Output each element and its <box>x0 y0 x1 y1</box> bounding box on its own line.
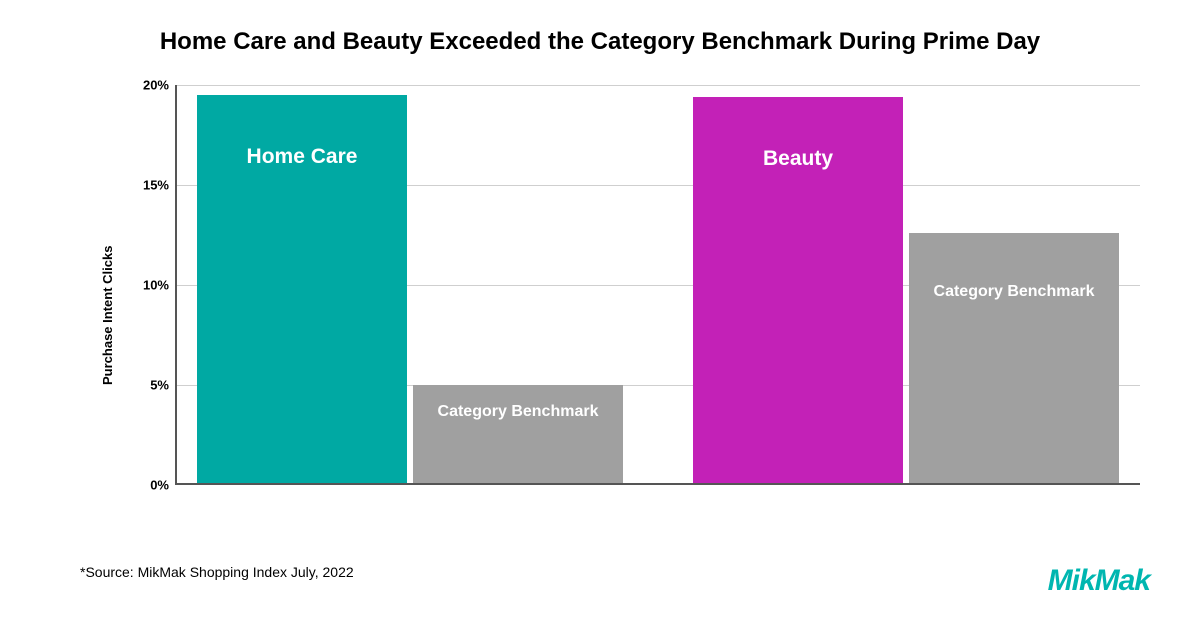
bar: Home Care <box>197 95 407 483</box>
y-tick-label: 0% <box>150 478 169 493</box>
gridline <box>177 85 1140 86</box>
chart-container: Home Care and Beauty Exceeded the Catego… <box>0 0 1200 628</box>
bar: Beauty <box>693 97 903 483</box>
y-tick-label: 10% <box>143 278 169 293</box>
bar-label: Category Benchmark <box>909 283 1119 301</box>
bar-label: Category Benchmark <box>413 403 623 421</box>
chart-area: Purchase Intent Clicks 0%5%10%15%20%Home… <box>130 85 1140 505</box>
y-tick-label: 5% <box>150 378 169 393</box>
y-axis-label: Purchase Intent Clicks <box>100 246 115 385</box>
y-tick-label: 20% <box>143 78 169 93</box>
source-note: *Source: MikMak Shopping Index July, 202… <box>80 564 354 580</box>
bar: Category Benchmark <box>413 385 623 483</box>
brand-logo: MikMak <box>1048 564 1150 598</box>
bar-label: Beauty <box>693 147 903 171</box>
bar-label: Home Care <box>197 145 407 169</box>
y-tick-label: 15% <box>143 178 169 193</box>
bar: Category Benchmark <box>909 233 1119 483</box>
chart-title: Home Care and Beauty Exceeded the Catego… <box>0 28 1200 56</box>
plot-region: 0%5%10%15%20%Home CareCategory Benchmark… <box>175 85 1140 485</box>
